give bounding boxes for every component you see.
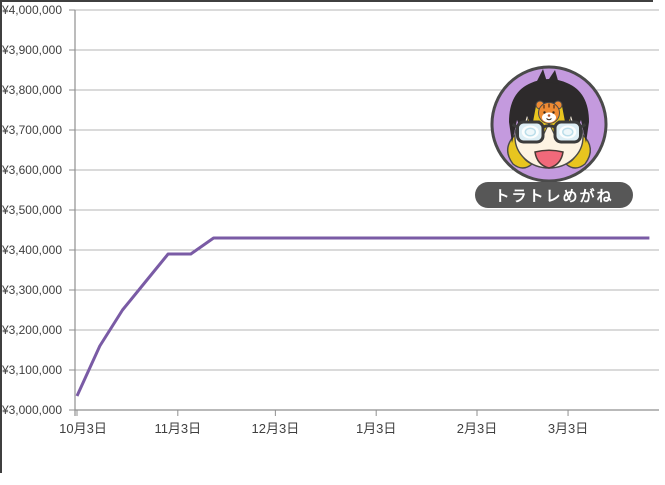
avatar (489, 64, 609, 184)
y-axis-label: ¥3,800,000 (1, 83, 62, 97)
y-axis-label: ¥3,300,000 (1, 283, 62, 297)
y-axis-label: ¥3,900,000 (1, 43, 62, 57)
x-axis-label: 1月3日 (356, 421, 396, 436)
x-axis-label: 3月3日 (548, 421, 588, 436)
frame-border-top (0, 0, 653, 2)
y-axis-label: ¥3,600,000 (1, 163, 62, 177)
y-axis-label: ¥3,100,000 (1, 363, 62, 377)
data-series-line (75, 236, 650, 397)
y-axis-label: ¥3,200,000 (1, 323, 62, 337)
glasses-icon (511, 120, 587, 144)
tiger-icon (535, 100, 563, 124)
x-axis-label: 2月3日 (457, 421, 497, 436)
hair (509, 79, 589, 143)
y-axis-label: ¥3,400,000 (1, 243, 62, 257)
avatar-label: トラトレめがね (494, 187, 614, 205)
avatar-face-icon (490, 65, 608, 183)
y-axis-label: ¥3,000,000 (1, 403, 62, 417)
y-axis-label: ¥4,000,000 (1, 3, 62, 17)
x-axis-label: 12月3日 (252, 421, 300, 436)
mouth (534, 149, 564, 169)
hair-tuft-icon (535, 69, 547, 85)
y-axis-label: ¥3,500,000 (1, 203, 62, 217)
x-axis-label: 11月3日 (154, 421, 201, 436)
avatar-label-badge: トラトレめがね (475, 182, 633, 208)
x-axis-label: 10月3日 (59, 421, 107, 436)
y-axis-label: ¥3,700,000 (1, 123, 62, 137)
frame-border-left (0, 0, 2, 473)
hair-tuft-icon (547, 70, 559, 84)
